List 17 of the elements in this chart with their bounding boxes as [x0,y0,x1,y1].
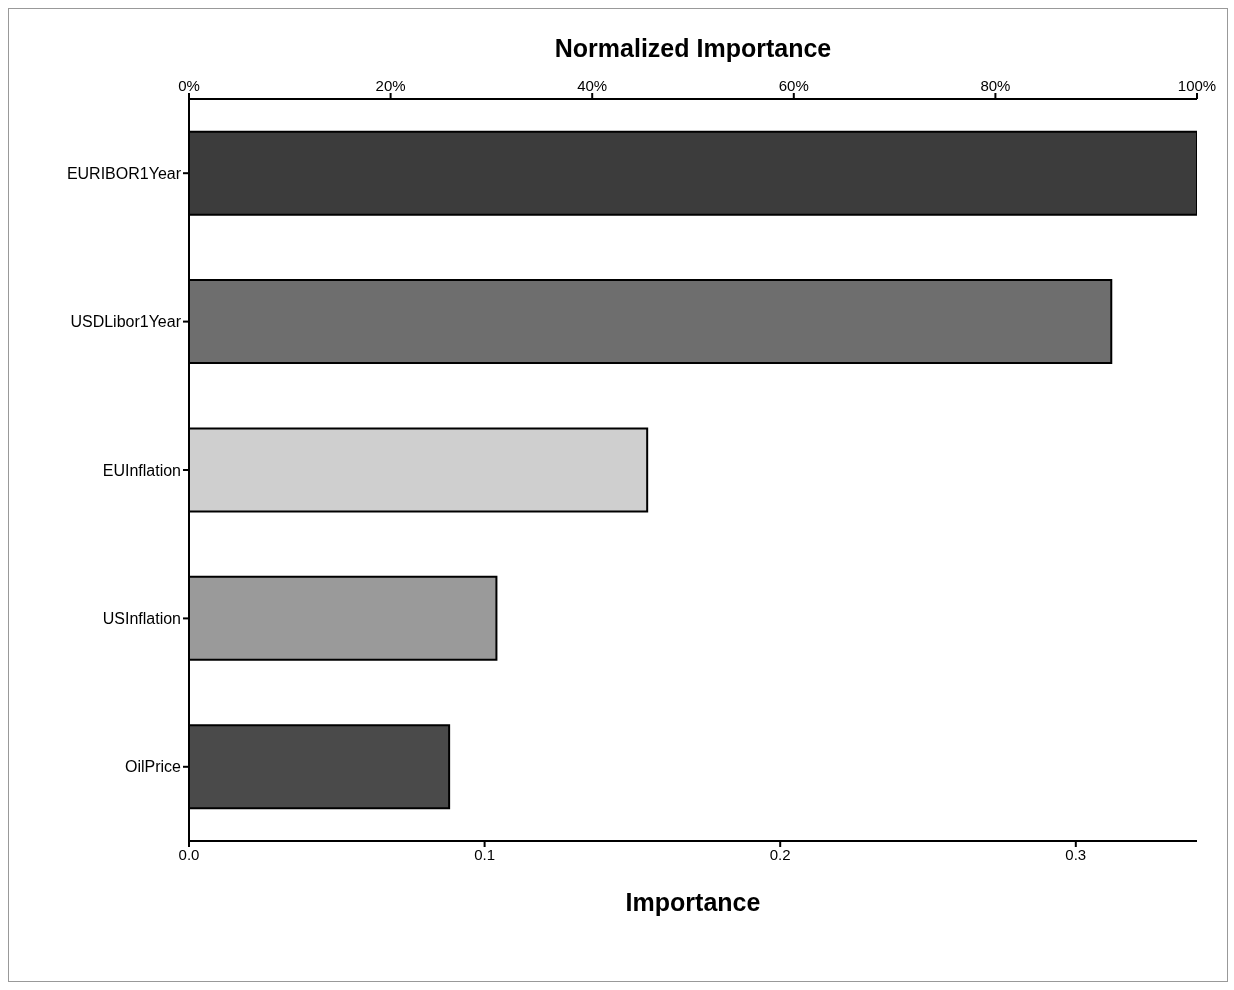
x2-tick-label: 0% [178,77,200,94]
y-tick-label: EURIBOR1Year [66,164,182,182]
x2-tick-label: 100% [1177,77,1217,94]
x2-tick-label: 40% [577,77,608,94]
x2-tick-label: 60% [778,77,809,94]
y-tick-label: USInflation [102,610,181,628]
x2-tick-label: 20% [375,77,406,94]
x-tick-label: 0.0 [178,845,200,863]
x-tick-label: 0.3 [1065,845,1087,863]
y-tick-label: USDLibor1Year [70,313,182,331]
x-tick-label: 0.2 [769,845,791,863]
x-axis-title: Importance [625,888,761,916]
y-tick-label: EUInflation [102,461,181,479]
y-tick-label: OilPrice [124,758,182,776]
x-tick-label: 0.1 [474,845,496,863]
x2-axis-title: Normalized Importance [554,34,832,62]
x2-tick-label: 80% [980,77,1011,94]
